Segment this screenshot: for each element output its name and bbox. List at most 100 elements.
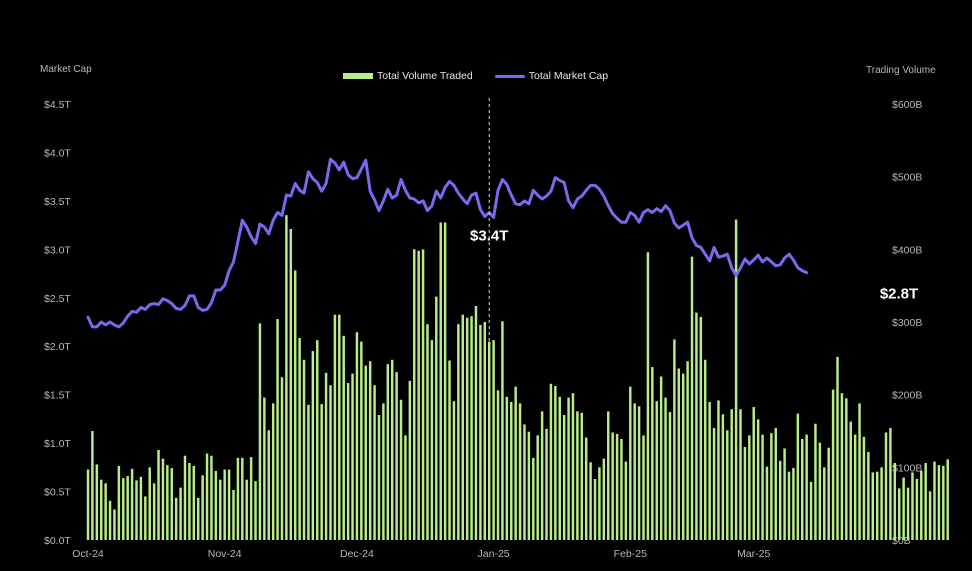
volume-bar (139, 476, 143, 540)
volume-bar (853, 434, 857, 540)
volume-bar (920, 470, 923, 540)
volume-bar (765, 466, 769, 540)
volume-bar (271, 403, 275, 540)
x-tick-label: Oct-24 (72, 548, 104, 560)
volume-bar (880, 467, 883, 540)
volume-bar (241, 457, 244, 540)
chart-legend: Total Volume Traded Total Market Cap (343, 70, 608, 82)
volume-bar (267, 430, 270, 540)
volume-bar (430, 340, 434, 540)
volume-bar (532, 457, 535, 540)
volume-bar (686, 361, 689, 540)
volume-bar (730, 409, 733, 540)
volume-bar (351, 373, 354, 540)
marketcap-series-line (86, 157, 809, 329)
right-tick-label: $500B (892, 172, 922, 184)
volume-bar (937, 465, 941, 540)
volume-bar (902, 477, 905, 540)
volume-bar (386, 364, 390, 540)
volume-bar (646, 252, 650, 541)
volume-bar (236, 457, 240, 540)
volume-bar (576, 411, 579, 540)
x-tick-label: Mar-25 (737, 548, 770, 560)
left-tick-label: $4.5T (44, 99, 71, 111)
annotations: $3.4T $2.8T (470, 98, 918, 540)
volume-bar (712, 428, 716, 540)
volume-bar (324, 372, 328, 540)
volume-bar (787, 471, 791, 540)
volume-bar (311, 351, 315, 540)
volume-bar (122, 478, 125, 540)
volume-bar (443, 222, 447, 540)
volume-bar (298, 337, 301, 540)
volume-bar (655, 401, 658, 540)
volume-bar (126, 476, 129, 540)
volume-bar (809, 481, 813, 540)
volume-bar (483, 322, 487, 540)
right-tick-label: $300B (892, 317, 922, 329)
volume-bar (338, 314, 341, 540)
volume-bar (726, 430, 729, 540)
volume-bar (598, 467, 601, 540)
left-tick-label: $3.0T (44, 244, 71, 256)
volume-bar (465, 317, 469, 540)
volume-bar (518, 403, 522, 540)
volume-bar (245, 479, 248, 540)
volume-bar (571, 393, 575, 540)
volume-bar (95, 464, 99, 540)
volume-bar (452, 401, 456, 540)
volume-bar (717, 400, 720, 540)
volume-bar (831, 389, 835, 540)
left-axis-title: Market Cap (40, 64, 92, 75)
volume-bar (196, 497, 200, 540)
volume-bar (836, 356, 839, 540)
volume-bar (611, 432, 614, 540)
volume-bar (435, 296, 438, 540)
volume-bar (474, 306, 478, 540)
volume-bar (166, 465, 169, 540)
volume-bar (562, 415, 566, 540)
volume-bar (346, 383, 350, 540)
legend-swatch-volume (343, 73, 373, 79)
volume-bar (792, 468, 795, 540)
volume-bar (355, 332, 359, 540)
volume-bar (915, 478, 919, 540)
volume-bar (928, 491, 932, 540)
legend-item-volume[interactable]: Total Volume Traded (343, 70, 473, 82)
volume-bar (584, 437, 588, 540)
left-tick-label: $4.0T (44, 147, 71, 159)
x-tick-label: Feb-25 (614, 548, 647, 560)
volume-bar (254, 481, 257, 540)
legend-item-marketcap[interactable]: Total Market Cap (494, 70, 608, 82)
volume-bar (395, 372, 398, 540)
volume-bar (673, 339, 676, 540)
volume-bar (704, 359, 707, 540)
volume-bar (752, 407, 755, 540)
x-tick-label: Jan-25 (478, 548, 510, 560)
volume-bar (501, 321, 504, 540)
volume-bar (540, 411, 544, 540)
volume-bar (699, 316, 703, 540)
volume-bar (408, 380, 412, 540)
volume-bar (805, 434, 808, 540)
right-tick-label: $0B (892, 535, 911, 547)
volume-bar (924, 462, 927, 540)
chart-axes: $0.0T $0.5T $1.0T $1.5T $2.0T $2.5T $3.0T $3.5T… (44, 99, 922, 560)
right-tick-label: $100B (892, 462, 922, 474)
volume-bar (942, 465, 945, 540)
right-tick-label: $200B (892, 390, 922, 402)
volume-bar (161, 458, 165, 540)
volume-bar (117, 465, 121, 540)
volume-bar (390, 359, 394, 540)
volume-bar (739, 409, 742, 540)
right-axis-title: Trading Volume (866, 65, 936, 76)
volume-bar (205, 453, 209, 540)
volume-bar (223, 469, 226, 540)
volume-bar (734, 219, 738, 541)
left-tick-label: $1.5T (44, 390, 71, 402)
volume-bar (219, 479, 222, 540)
volume-bar (875, 471, 879, 540)
volume-bar (232, 489, 235, 540)
volume-bar (774, 428, 778, 540)
